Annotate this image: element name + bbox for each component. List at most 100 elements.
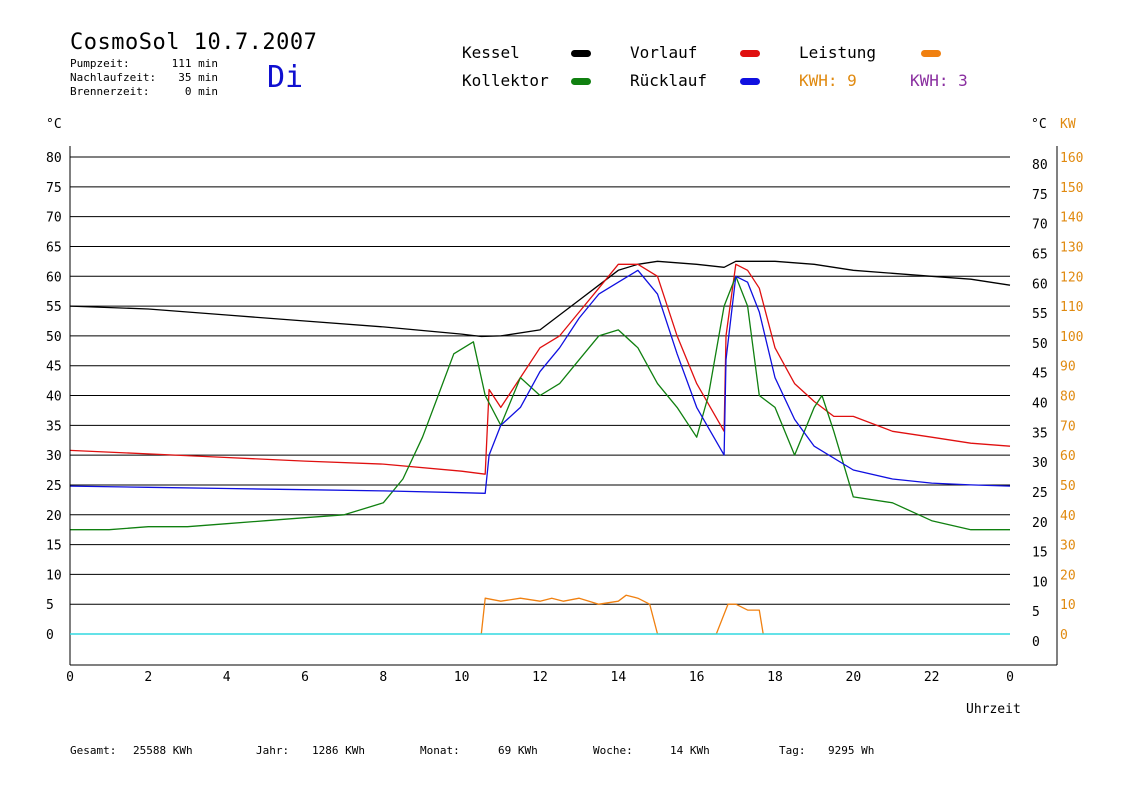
y-tick-label: 20 (46, 509, 62, 524)
y-right-tick-label: 25 (1032, 486, 1048, 501)
x-tick-label: 22 (924, 670, 940, 685)
legend-ruecklauf-swatch (740, 78, 760, 85)
kw-tick-label: 100 (1060, 330, 1083, 345)
legend-ruecklauf-label: Rücklauf (630, 71, 708, 90)
series-kollektor-line (70, 275, 1010, 531)
y-tick-label: 75 (46, 181, 62, 196)
footer-jahr-value: 1286 KWh (312, 744, 365, 757)
series-kessel-line (69, 260, 1011, 338)
y-right-tick-label: 50 (1032, 337, 1048, 352)
legend-kwh-solar: KWH: 9 (799, 71, 857, 90)
stat-label-pump: Pumpzeit: (70, 57, 130, 70)
x-tick-label: 0 (1006, 670, 1014, 685)
stat-label-nachlauf: Nachlaufzeit: (70, 71, 157, 84)
y-right-tick-label: 35 (1032, 426, 1048, 441)
y-tick-label: 30 (46, 449, 62, 464)
y-right-tick-label: 30 (1032, 456, 1048, 471)
footer-tag-value: 9295 Wh (828, 744, 875, 757)
x-tick-label: 0 (66, 670, 74, 685)
y-tick-label: 70 (46, 211, 62, 226)
left-axis-unit: °C (46, 117, 62, 132)
y-right-tick-label: 5 (1032, 605, 1040, 620)
kw-tick-label: 50 (1060, 479, 1076, 494)
y-tick-label: 10 (46, 568, 62, 583)
y-right-tick-label: 65 (1032, 247, 1048, 262)
page-title: CosmoSol 10.7.2007 (70, 30, 318, 55)
footer-jahr-label: Jahr: (256, 744, 290, 757)
footer-monat-label: Monat: (420, 744, 460, 757)
kw-tick-label: 120 (1060, 270, 1083, 285)
kw-tick-label: 0 (1060, 628, 1068, 643)
kw-tick-label: 80 (1060, 390, 1076, 405)
kw-tick-label: 10 (1060, 598, 1076, 613)
x-tick-label: 14 (611, 670, 627, 685)
series-rcklauf-line (69, 269, 1011, 494)
legend-kollektor-swatch (571, 78, 591, 85)
y-tick-label: 45 (46, 360, 62, 375)
y-tick-label: 15 (46, 539, 62, 554)
legend-kollektor-label: Kollektor (462, 71, 549, 90)
kw-tick-label: 90 (1060, 360, 1076, 375)
footer-gesamt-label: Gesamt: (70, 744, 117, 757)
legend-kessel-label: Kessel (462, 43, 520, 62)
x-tick-label: 4 (223, 670, 231, 685)
y-tick-label: 60 (46, 270, 62, 285)
footer-gesamt-value: 25588 KWh (133, 744, 193, 757)
x-tick-label: 16 (689, 670, 705, 685)
x-tick-label: 12 (532, 670, 548, 685)
y-right-tick-label: 45 (1032, 367, 1048, 382)
kw-tick-label: 70 (1060, 419, 1076, 434)
y-right-tick-label: 70 (1032, 218, 1048, 233)
kw-tick-label: 140 (1060, 211, 1083, 226)
y-right-tick-label: 15 (1032, 546, 1048, 561)
legend-vorlauf-label: Vorlauf (630, 43, 698, 62)
stat-value-brenner: 0 min (184, 85, 218, 98)
legend-leistung-label: Leistung (799, 43, 877, 62)
x-tick-label: 20 (846, 670, 862, 685)
kw-tick-label: 110 (1060, 300, 1083, 315)
kw-tick-label: 160 (1060, 151, 1083, 166)
x-tick-label: 8 (379, 670, 387, 685)
y-tick-label: 0 (46, 628, 54, 643)
x-tick-label: 6 (301, 670, 309, 685)
series-leistung-line (480, 594, 764, 635)
kw-tick-label: 20 (1060, 568, 1076, 583)
y-right-tick-label: 80 (1032, 158, 1048, 173)
kw-tick-label: 40 (1060, 509, 1076, 524)
y-right-tick-label: 0 (1032, 635, 1040, 650)
y-tick-label: 50 (46, 330, 62, 345)
series-vorlauf-line (69, 263, 1011, 475)
legend-leistung-swatch (921, 50, 941, 57)
stat-value-pump: 111 min (171, 57, 218, 70)
kw-tick-label: 150 (1060, 181, 1083, 196)
y-tick-label: 5 (46, 598, 54, 613)
stat-label-brenner: Brennerzeit: (70, 85, 150, 98)
footer-tag-label: Tag: (779, 744, 806, 757)
right-axis-unit-c: °C (1031, 117, 1047, 132)
kw-tick-label: 60 (1060, 449, 1076, 464)
y-tick-label: 40 (46, 390, 62, 405)
weekday-label: Di (267, 60, 304, 95)
y-tick-label: 35 (46, 419, 62, 434)
legend-kessel-swatch (571, 50, 591, 57)
y-tick-label: 55 (46, 300, 62, 315)
y-tick-label: 65 (46, 240, 62, 255)
y-right-tick-label: 60 (1032, 277, 1048, 292)
footer-woche-label: Woche: (593, 744, 633, 757)
footer-monat-value: 69 KWh (498, 744, 538, 757)
kw-tick-label: 30 (1060, 539, 1076, 554)
y-right-tick-label: 20 (1032, 516, 1048, 531)
x-tick-label: 10 (454, 670, 470, 685)
y-tick-label: 80 (46, 151, 62, 166)
legend-vorlauf-swatch (740, 50, 760, 57)
kw-tick-label: 130 (1060, 240, 1083, 255)
x-tick-label: 2 (144, 670, 152, 685)
y-right-tick-label: 40 (1032, 397, 1048, 412)
legend-kwh-other: KWH: 3 (910, 71, 968, 90)
stat-value-nachlauf: 35 min (178, 71, 218, 84)
y-right-tick-label: 10 (1032, 575, 1048, 590)
x-tick-label: 18 (767, 670, 783, 685)
y-tick-label: 25 (46, 479, 62, 494)
y-right-tick-label: 55 (1032, 307, 1048, 322)
